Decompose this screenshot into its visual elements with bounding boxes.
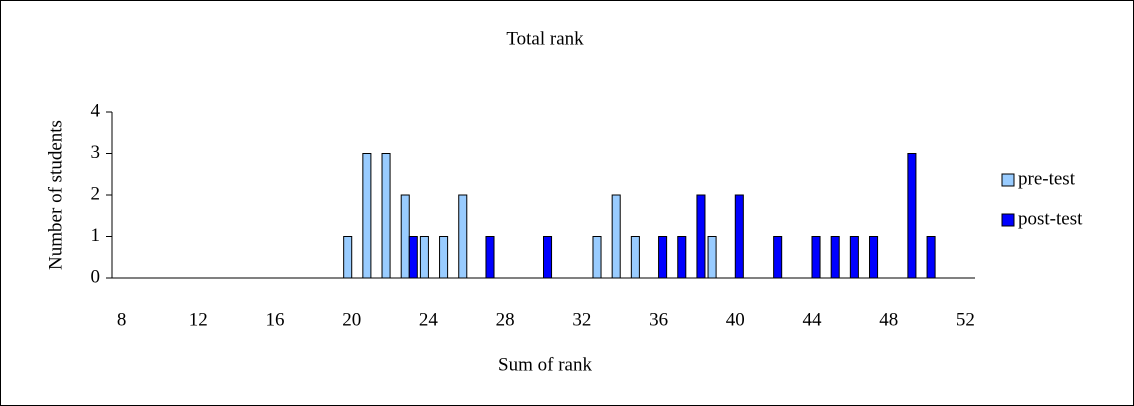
y-tick-label: 4: [91, 100, 101, 121]
y-tick-label: 3: [91, 142, 101, 163]
x-tick-label: 48: [879, 309, 898, 330]
bar: [658, 236, 668, 279]
bar: [696, 194, 706, 279]
x-tick-label: 44: [802, 309, 822, 330]
y-tick-label: 1: [91, 225, 101, 246]
x-tick-label: 16: [266, 309, 285, 330]
x-tick-label: 52: [956, 309, 975, 330]
bar: [362, 153, 372, 279]
chart-title: Total rank: [506, 28, 584, 49]
y-tick-label: 0: [91, 266, 101, 287]
bar: [849, 236, 859, 279]
bar: [734, 194, 744, 279]
bar: [611, 194, 621, 279]
x-tick-label: 24: [419, 309, 439, 330]
bar: [458, 194, 468, 279]
x-tick-label: 36: [649, 309, 668, 330]
bar: [907, 153, 917, 279]
bar: [830, 236, 840, 279]
legend-swatch: [1001, 213, 1015, 227]
bar: [811, 236, 821, 279]
legend-swatch: [1001, 173, 1015, 187]
y-axis-label: Number of students: [45, 120, 66, 270]
bar: [419, 236, 429, 279]
x-axis-label: Sum of rank: [498, 354, 592, 375]
bar: [343, 236, 353, 279]
legend-label: pre-test: [1018, 168, 1076, 189]
bar: [630, 236, 640, 279]
x-tick-label: 32: [572, 309, 591, 330]
y-tick-label: 2: [91, 183, 101, 204]
bar: [543, 236, 553, 279]
x-tick-label: 28: [496, 309, 515, 330]
bar: [439, 236, 449, 279]
bar: [707, 236, 717, 279]
bar: [869, 236, 879, 279]
x-tick-label: 12: [189, 309, 208, 330]
bar: [400, 194, 410, 279]
bar: [926, 236, 936, 279]
bar: [773, 236, 783, 279]
x-tick-label: 40: [726, 309, 745, 330]
x-tick-label: 8: [117, 309, 127, 330]
x-tick-label: 20: [342, 309, 361, 330]
bar: [381, 153, 391, 279]
legend-label: post-test: [1018, 208, 1083, 229]
bar: [408, 236, 418, 279]
bar: [592, 236, 602, 279]
bar: [485, 236, 495, 279]
bar: [677, 236, 687, 279]
